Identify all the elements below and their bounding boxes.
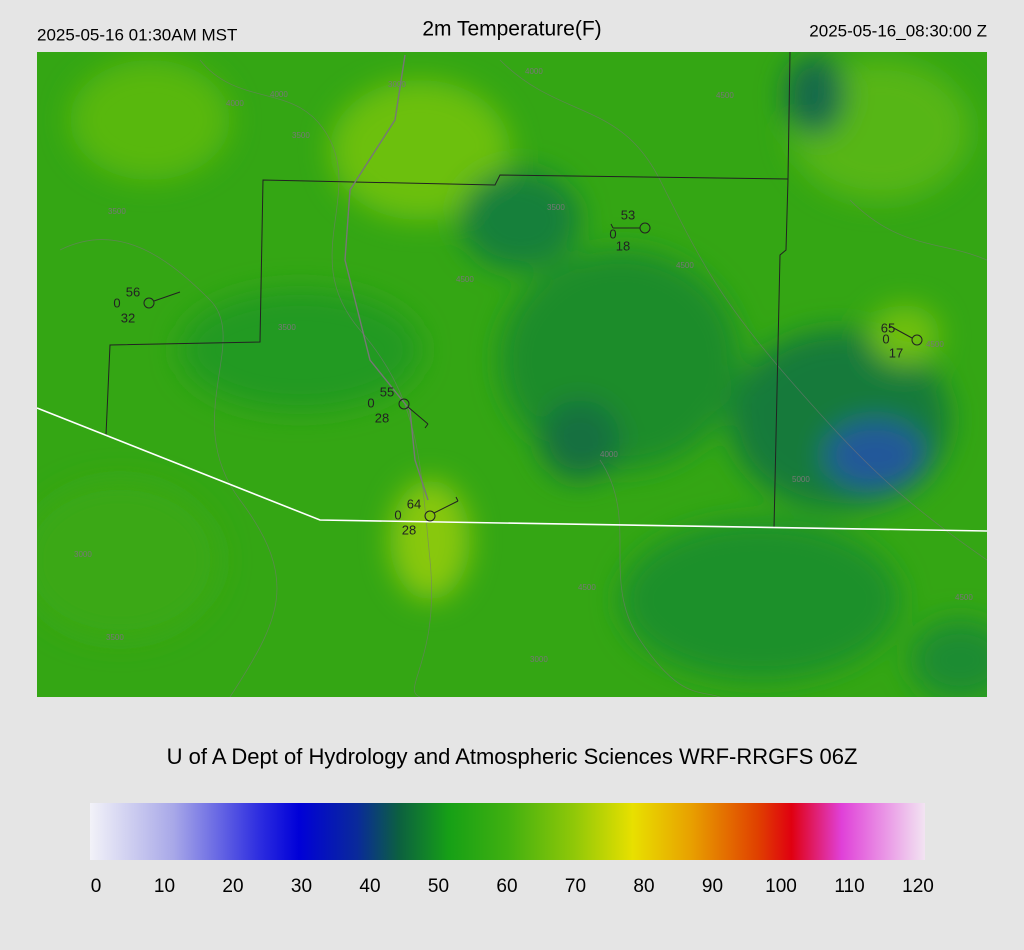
station-temperature: 56 [126,284,140,299]
station-dewpoint: 18 [616,238,630,253]
station-dewpoint: 32 [121,310,135,325]
contour-label: 3500 [108,207,126,216]
contour-label: 5000 [792,475,810,484]
station-code: 0 [113,295,120,310]
contour-labels: 4000 4000 3000 3500 3500 4000 4500 3500 … [74,67,973,664]
contour-label: 4000 [525,67,543,76]
contour-label: 4500 [676,261,694,270]
colorbar-tick-label: 70 [565,876,586,897]
colorbar-tick-label: 0 [91,876,102,897]
station-dewpoint: 28 [402,522,416,537]
contour-label: 4500 [716,91,734,100]
contour-label: 4000 [270,90,288,99]
map: 4000 4000 3000 3500 3500 4000 4500 3500 … [37,52,987,697]
colorbar-ticks: 0 10 20 30 40 50 60 70 80 90 100 110 120 [91,876,934,897]
colorbar [90,803,925,860]
colorbar-tick-label: 120 [902,876,934,897]
header-left: 2025-05-16 01:30AM MST [37,25,237,44]
header-title: 2m Temperature(F) [422,18,601,41]
contour-label: 3500 [106,633,124,642]
header-right: 2025-05-16_08:30:00 Z [809,21,987,40]
colorbar-tick-label: 40 [359,876,380,897]
state-boundary [37,407,987,532]
station-code: 0 [882,331,889,346]
temperature-field [37,55,987,697]
river [344,54,429,501]
contour-label: 4500 [955,593,973,602]
station-temperature: 55 [380,384,394,399]
colorbar-tick-label: 80 [633,876,654,897]
station-plots: 56 0 32 55 0 28 64 0 28 53 0 18 65 0 17 [113,207,903,537]
contour-label: 3000 [74,550,92,559]
station-dewpoint: 17 [889,345,903,360]
station-temperature: 53 [621,207,635,222]
contour-label: 4000 [226,99,244,108]
colorbar-tick-label: 110 [834,876,864,897]
contour-label: 3500 [292,131,310,140]
colorbar-tick-label: 20 [222,876,243,897]
colorbar-tick-label: 90 [702,876,723,897]
contour-label: 3000 [530,655,548,664]
contour-label: 3000 [388,80,406,89]
contour-label: 4500 [456,275,474,284]
contour-label: 4000 [600,450,618,459]
county-boundaries [105,52,791,529]
colorbar-tick-label: 30 [291,876,312,897]
contour-label: 4500 [926,340,944,349]
elevation-contours [59,59,987,697]
credit: U of A Dept of Hydrology and Atmospheric… [167,744,858,769]
station-symbols [143,222,923,522]
station-code: 0 [394,507,401,522]
station-dewpoint: 28 [375,410,389,425]
station-temperature: 65 [881,320,895,335]
station-temperature: 64 [407,496,421,511]
colorbar-tick-label: 60 [496,876,517,897]
station-code: 0 [609,226,616,241]
colorbar-tick-label: 10 [154,876,175,897]
contour-label: 3500 [278,323,296,332]
contour-label: 3500 [547,203,565,212]
station-code: 0 [367,395,374,410]
colorbar-tick-label: 50 [428,876,449,897]
contour-label: 4500 [578,583,596,592]
colorbar-tick-label: 100 [765,876,797,897]
